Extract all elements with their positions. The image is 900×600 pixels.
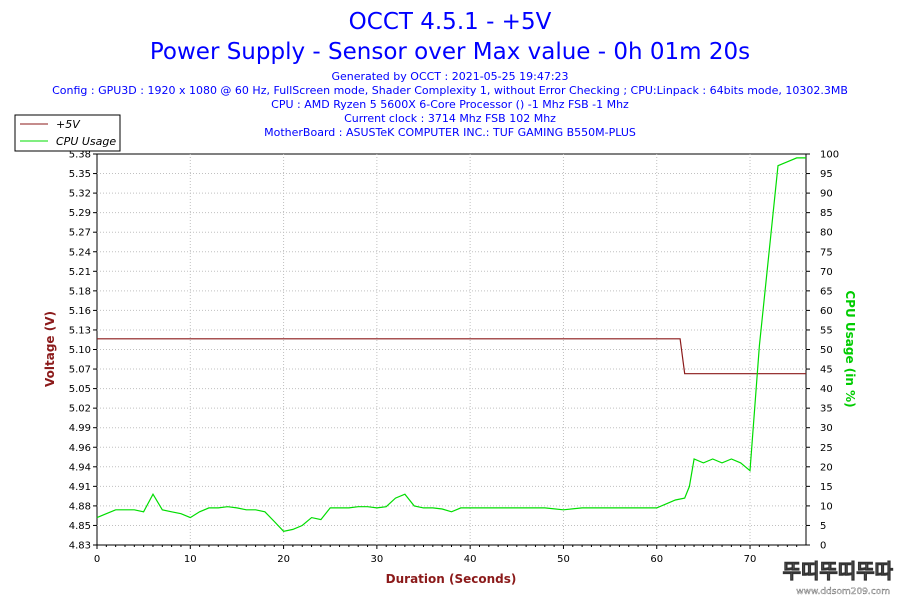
right-tick-label: 70 xyxy=(820,267,833,278)
right-tick-label: 45 xyxy=(820,365,833,376)
watermark: 뚜띠뚜띠뚜따 www.ddsom209.com xyxy=(782,559,894,598)
left-tick-label: 5.13 xyxy=(69,325,91,336)
legend-box xyxy=(14,114,121,152)
right-tick-label: 0 xyxy=(820,541,826,552)
series-line-cpu-usage xyxy=(96,157,806,532)
x-axis-ticks: 0 10 20 30 40 50 60 70 xyxy=(94,545,798,565)
left-tick-label: 5.32 xyxy=(69,189,91,200)
left-tick-label: 4.88 xyxy=(69,501,91,512)
left-tick-label: 4.85 xyxy=(69,521,91,532)
right-tick-label: 35 xyxy=(820,404,833,415)
y-axis-left-label: Voltage (V) xyxy=(43,311,57,387)
x-tick-label: 60 xyxy=(650,554,663,565)
info-generated: Generated by OCCT : 2021-05-25 19:47:23 xyxy=(331,70,568,83)
x-tick-label: 10 xyxy=(184,554,197,565)
right-tick-label: 80 xyxy=(820,228,833,239)
right-tick-label: 25 xyxy=(820,443,833,454)
right-tick-label: 30 xyxy=(820,423,833,434)
right-tick-label: 95 xyxy=(820,169,833,180)
right-tick-label: 15 xyxy=(820,482,833,493)
left-tick-label: 4.83 xyxy=(69,541,91,552)
left-tick-label: 5.35 xyxy=(69,169,91,180)
left-tick-label: 5.18 xyxy=(69,286,91,297)
x-tick-label: 40 xyxy=(464,554,477,565)
legend-label-voltage: +5V xyxy=(56,118,81,131)
left-tick-label: 5.29 xyxy=(69,208,91,219)
grid-lines xyxy=(97,154,806,545)
left-tick-label: 4.91 xyxy=(69,482,91,493)
left-tick-label: 4.99 xyxy=(69,423,91,434)
info-cpu: CPU : AMD Ryzen 5 5600X 6-Core Processor… xyxy=(271,98,629,111)
watermark-url: www.ddsom209.com xyxy=(796,587,890,597)
right-axis-ticks: 1009590858075706560555045403530252015105… xyxy=(806,150,839,552)
left-tick-label: 5.02 xyxy=(69,404,91,415)
chart-subtitle: Power Supply - Sensor over Max value - 0… xyxy=(150,39,750,65)
watermark-brand: 뚜띠뚜띠뚜따 xyxy=(783,559,894,583)
right-tick-label: 65 xyxy=(820,286,833,297)
left-tick-label: 5.24 xyxy=(69,247,91,258)
info-clock: Current clock : 3714 Mhz FSB 102 Mhz xyxy=(344,112,556,125)
chart-title: OCCT 4.5.1 - +5V xyxy=(349,9,552,35)
x-tick-label: 20 xyxy=(277,554,290,565)
left-tick-label: 5.05 xyxy=(69,384,91,395)
right-tick-label: 50 xyxy=(820,345,833,356)
left-axis-ticks: 5.38 5.35 5.32 5.29 5.27 5.24 5.21 5.18 5.16 5.13… xyxy=(69,150,97,552)
left-tick-label: 5.38 xyxy=(69,150,91,161)
right-tick-label: 10 xyxy=(820,501,833,512)
right-tick-label: 85 xyxy=(820,208,833,219)
info-motherboard: MotherBoard : ASUSTeK COMPUTER INC.: TUF… xyxy=(264,126,636,139)
x-tick-label: 70 xyxy=(744,554,757,565)
left-tick-label: 5.27 xyxy=(69,228,91,239)
right-tick-label: 60 xyxy=(820,306,833,317)
left-tick-label: 4.96 xyxy=(69,443,91,454)
left-tick-label: 5.07 xyxy=(69,365,91,376)
info-config: Config : GPU3D : 1920 x 1080 @ 60 Hz, Fu… xyxy=(52,84,848,97)
x-axis-label: Duration (Seconds) xyxy=(386,572,517,586)
left-tick-label: 5.16 xyxy=(69,306,91,317)
right-tick-label: 5 xyxy=(820,521,826,532)
left-tick-label: 4.94 xyxy=(69,462,91,473)
series-lines xyxy=(96,157,806,532)
right-tick-label: 40 xyxy=(820,384,833,395)
left-tick-label: 5.21 xyxy=(69,267,91,278)
x-tick-label: 0 xyxy=(94,554,100,565)
series-line-voltage xyxy=(97,338,806,375)
right-tick-label: 90 xyxy=(820,189,833,200)
y-axis-right-label: CPU Usage (in %) xyxy=(843,290,857,407)
right-tick-label: 100 xyxy=(820,150,839,161)
x-tick-label: 50 xyxy=(557,554,570,565)
left-tick-label: 5.10 xyxy=(69,345,91,356)
legend-label-cpu: CPU Usage xyxy=(56,135,116,148)
legend: +5V CPU Usage xyxy=(14,114,121,152)
right-tick-label: 55 xyxy=(820,325,833,336)
right-tick-label: 20 xyxy=(820,462,833,473)
right-tick-label: 75 xyxy=(820,247,833,258)
x-tick-label: 30 xyxy=(371,554,384,565)
